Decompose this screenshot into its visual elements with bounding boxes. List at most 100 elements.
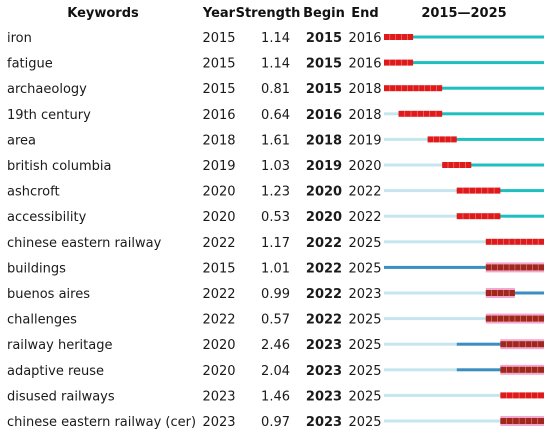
end-value: 2018 [348, 108, 381, 123]
begin-value: 2023 [306, 364, 342, 379]
burst-bar [500, 418, 544, 424]
year-value: 2019 [202, 159, 235, 174]
timeline-inactive [384, 137, 428, 141]
end-value: 2025 [348, 364, 381, 379]
strength-value: 2.04 [261, 364, 290, 379]
begin-value: 2015 [306, 57, 342, 72]
begin-value: 2023 [306, 415, 342, 430]
timeline-active [456, 214, 544, 218]
year-value: 2020 [202, 338, 235, 353]
end-value: 2025 [348, 236, 381, 251]
strength-value: 2.46 [261, 338, 290, 353]
keyword-label: archaeology [7, 82, 87, 97]
burst-bar [398, 110, 443, 117]
keyword-label: fatigue [7, 57, 53, 72]
year-value: 2015 [202, 57, 235, 72]
end-value: 2023 [348, 287, 381, 302]
begin-value: 2020 [306, 210, 342, 225]
year-value: 2022 [202, 313, 235, 328]
end-value: 2025 [348, 338, 381, 353]
year-value: 2015 [202, 261, 235, 276]
timeline-active [398, 112, 544, 116]
keyword-label: buenos aires [7, 287, 90, 302]
begin-value: 2015 [306, 31, 342, 46]
timeline-active [384, 61, 544, 65]
keyword-label: area [7, 133, 36, 148]
end-value: 2025 [348, 261, 381, 276]
end-value: 2025 [348, 415, 381, 430]
burst-bar [384, 34, 414, 40]
begin-value: 2019 [306, 159, 342, 174]
strength-value: 0.81 [261, 82, 290, 97]
begin-value: 2022 [306, 313, 342, 328]
year-value: 2023 [202, 389, 235, 404]
header-keywords: Keywords [67, 6, 139, 21]
header-end: End [351, 6, 378, 21]
end-value: 2016 [348, 31, 381, 46]
timeline-inactive [384, 240, 486, 244]
strength-value: 1.17 [261, 236, 290, 251]
year-value: 2016 [202, 108, 235, 123]
begin-value: 2022 [306, 261, 342, 276]
timeline-inactive [384, 112, 399, 116]
keyword-label: adaptive reuse [7, 364, 104, 379]
year-value: 2018 [202, 133, 235, 148]
strength-value: 1.46 [261, 389, 290, 404]
keyword-label: challenges [7, 313, 77, 328]
burst-bar [456, 213, 501, 220]
burst-bar [500, 366, 544, 373]
begin-value: 2020 [306, 185, 342, 200]
header-timeline: 2015—2025 [421, 6, 506, 21]
begin-value: 2015 [306, 82, 342, 97]
timeline-inactive [384, 189, 457, 193]
begin-value: 2016 [306, 108, 342, 123]
strength-value: 0.53 [261, 210, 290, 225]
year-value: 2022 [202, 236, 235, 251]
strength-value: 1.14 [261, 57, 290, 72]
strength-value: 1.14 [261, 31, 290, 46]
end-value: 2020 [348, 159, 381, 174]
keyword-label: disused railways [7, 389, 115, 404]
table-body: iron 2015 1.14 2015 2016 fatigue 2015 1.14 2015 2… [7, 31, 544, 430]
keyword-label: british columbia [7, 159, 112, 174]
burst-bar [442, 162, 472, 168]
strength-value: 0.57 [261, 313, 290, 328]
timeline-active [442, 163, 544, 167]
strength-value: 1.03 [261, 159, 290, 174]
burst-bar [500, 392, 544, 399]
timeline-inactive [384, 291, 486, 295]
year-value: 2020 [202, 210, 235, 225]
keyword-label: 19th century [7, 108, 91, 123]
end-value: 2018 [348, 82, 381, 97]
keyword-label: iron [7, 31, 32, 46]
year-value: 2015 [202, 82, 235, 97]
strength-value: 1.23 [261, 185, 290, 200]
begin-value: 2023 [306, 389, 342, 404]
strength-value: 0.97 [261, 415, 290, 430]
keyword-label: chinese eastern railway [7, 236, 162, 251]
timeline-inactive [384, 368, 457, 372]
timeline-inactive [384, 342, 457, 346]
header-year: Year [202, 6, 236, 21]
strength-value: 0.99 [261, 287, 290, 302]
year-value: 2023 [202, 415, 235, 430]
strength-value: 1.01 [261, 261, 290, 276]
burst-bar [427, 136, 457, 143]
burst-bar [500, 341, 544, 348]
timeline-active [384, 265, 544, 269]
timeline-active [456, 189, 544, 193]
timeline-active [384, 35, 544, 39]
header-strength: Strength [236, 6, 301, 21]
keyword-label: accessibility [7, 210, 87, 225]
begin-value: 2023 [306, 338, 342, 353]
year-value: 2022 [202, 287, 235, 302]
keyword-label: railway heritage [7, 338, 112, 353]
timeline-inactive [384, 317, 486, 321]
end-value: 2025 [348, 313, 381, 328]
timeline-inactive [384, 393, 501, 397]
end-value: 2022 [348, 210, 381, 225]
burst-bar [384, 59, 414, 66]
year-value: 2020 [202, 185, 235, 200]
keyword-label: ashcroft [7, 185, 60, 200]
timeline-inactive [384, 419, 501, 423]
